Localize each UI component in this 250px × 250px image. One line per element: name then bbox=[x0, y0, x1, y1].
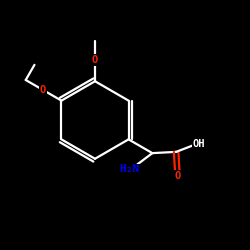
Text: O: O bbox=[92, 55, 98, 65]
Text: OH: OH bbox=[192, 139, 205, 149]
Text: O: O bbox=[174, 170, 180, 180]
Text: O: O bbox=[40, 85, 46, 95]
Text: H₂N: H₂N bbox=[120, 164, 140, 174]
